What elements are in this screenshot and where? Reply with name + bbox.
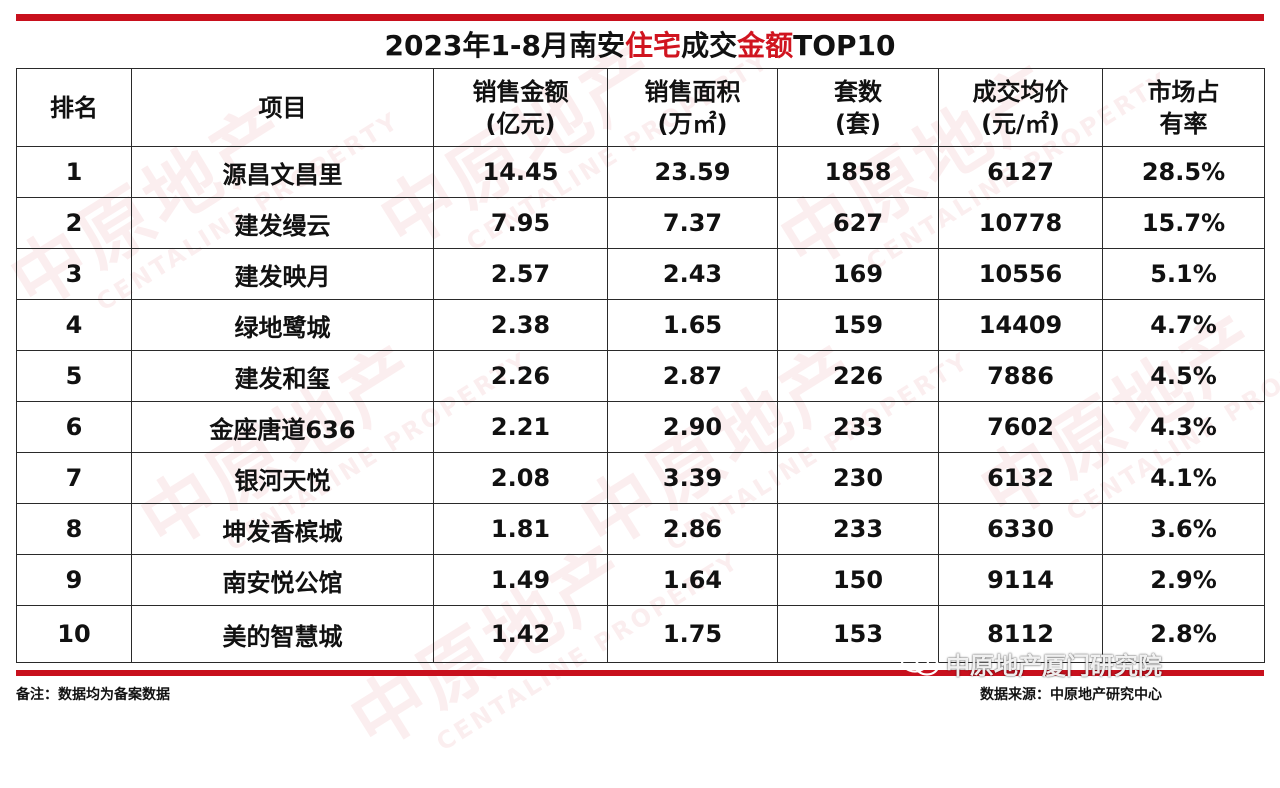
cell-sales-area: 2.87 <box>607 350 778 402</box>
table-row: 8 坤发香槟城 1.81 2.86 233 6330 3.6% <box>16 503 1265 555</box>
footnote: 备注：数据均为备案数据 <box>16 687 170 703</box>
cell-market-share: 4.7% <box>1102 299 1265 351</box>
cell-sales-amount: 14.45 <box>433 146 608 198</box>
cell-rank: 4 <box>16 299 132 351</box>
table-header-row: 排名 项目 销售金额 (亿元) 销售面积 (万㎡) 套数 (套) 成交均价 (元/㎡) … <box>16 68 1265 147</box>
cell-units: 153 <box>777 605 939 663</box>
table-row: 10 美的智慧城 1.42 1.75 153 8112 2.8% <box>16 605 1265 663</box>
top-accent-bar <box>16 14 1264 21</box>
cell-project: 绿地鹭城 <box>131 299 434 351</box>
table-row: 5 建发和玺 2.26 2.87 226 7886 4.5% <box>16 350 1265 402</box>
cell-avg-price: 7886 <box>938 350 1103 402</box>
cell-avg-price: 10778 <box>938 197 1103 249</box>
cell-rank: 1 <box>16 146 132 198</box>
cell-sales-area: 23.59 <box>607 146 778 198</box>
cell-market-share: 3.6% <box>1102 503 1265 555</box>
cell-rank: 10 <box>16 605 132 663</box>
cell-avg-price: 6127 <box>938 146 1103 198</box>
table-row: 9 南安悦公馆 1.49 1.64 150 9114 2.9% <box>16 554 1265 606</box>
cell-rank: 5 <box>16 350 132 402</box>
cell-project: 建发和玺 <box>131 350 434 402</box>
cell-units: 159 <box>777 299 939 351</box>
cell-market-share: 4.5% <box>1102 350 1265 402</box>
wechat-account-label: 中原地产厦门研究院 <box>900 646 1162 680</box>
cell-avg-price: 10556 <box>938 248 1103 300</box>
cell-units: 230 <box>777 452 939 504</box>
cell-sales-area: 2.43 <box>607 248 778 300</box>
cell-sales-area: 3.39 <box>607 452 778 504</box>
bottom-accent-bar <box>16 670 1264 676</box>
wechat-icon <box>900 649 940 676</box>
cell-units: 233 <box>777 401 939 453</box>
table-row: 7 银河天悦 2.08 3.39 230 6132 4.1% <box>16 452 1265 504</box>
header-rank: 排名 <box>16 68 132 147</box>
cell-market-share: 2.8% <box>1102 605 1265 663</box>
title-highlight: 金额 <box>737 29 794 62</box>
cell-rank: 6 <box>16 401 132 453</box>
table-row: 3 建发映月 2.57 2.43 169 10556 5.1% <box>16 248 1265 300</box>
cell-sales-amount: 2.38 <box>433 299 608 351</box>
cell-rank: 3 <box>16 248 132 300</box>
cell-avg-price: 8112 <box>938 605 1103 663</box>
header-sales-area: 销售面积 (万㎡) <box>607 68 778 147</box>
cell-rank: 9 <box>16 554 132 606</box>
cell-sales-amount: 1.42 <box>433 605 608 663</box>
cell-rank: 2 <box>16 197 132 249</box>
header-project: 项目 <box>131 68 434 147</box>
table-row: 1 源昌文昌里 14.45 23.59 1858 6127 28.5% <box>16 146 1265 198</box>
table-row: 2 建发缦云 7.95 7.37 627 10778 15.7% <box>16 197 1265 249</box>
cell-avg-price: 7602 <box>938 401 1103 453</box>
cell-avg-price: 14409 <box>938 299 1103 351</box>
cell-avg-price: 6132 <box>938 452 1103 504</box>
cell-units: 226 <box>777 350 939 402</box>
cell-market-share: 4.1% <box>1102 452 1265 504</box>
cell-sales-area: 2.86 <box>607 503 778 555</box>
cell-units: 1858 <box>777 146 939 198</box>
table-row: 6 金座唐道636 2.21 2.90 233 7602 4.3% <box>16 401 1265 453</box>
header-avg-price: 成交均价 (元/㎡) <box>938 68 1103 147</box>
cell-sales-amount: 1.81 <box>433 503 608 555</box>
cell-rank: 7 <box>16 452 132 504</box>
cell-sales-area: 1.65 <box>607 299 778 351</box>
cell-sales-amount: 7.95 <box>433 197 608 249</box>
cell-units: 169 <box>777 248 939 300</box>
cell-sales-amount: 2.21 <box>433 401 608 453</box>
cell-avg-price: 6330 <box>938 503 1103 555</box>
cell-market-share: 2.9% <box>1102 554 1265 606</box>
cell-sales-amount: 2.57 <box>433 248 608 300</box>
cell-sales-area: 2.90 <box>607 401 778 453</box>
cell-market-share: 5.1% <box>1102 248 1265 300</box>
cell-project: 金座唐道636 <box>131 401 434 453</box>
data-source: 数据来源：中原地产研究中心 <box>980 687 1162 703</box>
cell-units: 150 <box>777 554 939 606</box>
cell-sales-amount: 1.49 <box>433 554 608 606</box>
cell-project: 坤发香槟城 <box>131 503 434 555</box>
wechat-account-name: 中原地产厦门研究院 <box>946 651 1162 680</box>
cell-units: 627 <box>777 197 939 249</box>
cell-project: 建发缦云 <box>131 197 434 249</box>
header-units: 套数 (套) <box>777 68 939 147</box>
cell-sales-amount: 2.08 <box>433 452 608 504</box>
ranking-table: 排名 项目 销售金额 (亿元) 销售面积 (万㎡) 套数 (套) 成交均价 (元/㎡) … <box>16 68 1265 663</box>
cell-market-share: 15.7% <box>1102 197 1265 249</box>
cell-sales-area: 1.75 <box>607 605 778 663</box>
cell-avg-price: 9114 <box>938 554 1103 606</box>
cell-market-share: 28.5% <box>1102 146 1265 198</box>
header-market-share: 市场占 有率 <box>1102 68 1265 147</box>
table-row: 4 绿地鹭城 2.38 1.65 159 14409 4.7% <box>16 299 1265 351</box>
cell-units: 233 <box>777 503 939 555</box>
cell-sales-area: 1.64 <box>607 554 778 606</box>
cell-sales-amount: 2.26 <box>433 350 608 402</box>
cell-rank: 8 <box>16 503 132 555</box>
header-sales-amount: 销售金额 (亿元) <box>433 68 608 147</box>
cell-sales-area: 7.37 <box>607 197 778 249</box>
cell-project: 源昌文昌里 <box>131 146 434 198</box>
cell-market-share: 4.3% <box>1102 401 1265 453</box>
title-highlight: 住宅 <box>625 29 682 62</box>
page-title: 2023年1-8月南安住宅成交金额TOP10 <box>384 29 896 62</box>
cell-project: 建发映月 <box>131 248 434 300</box>
cell-project: 银河天悦 <box>131 452 434 504</box>
cell-project: 南安悦公馆 <box>131 554 434 606</box>
cell-project: 美的智慧城 <box>131 605 434 663</box>
